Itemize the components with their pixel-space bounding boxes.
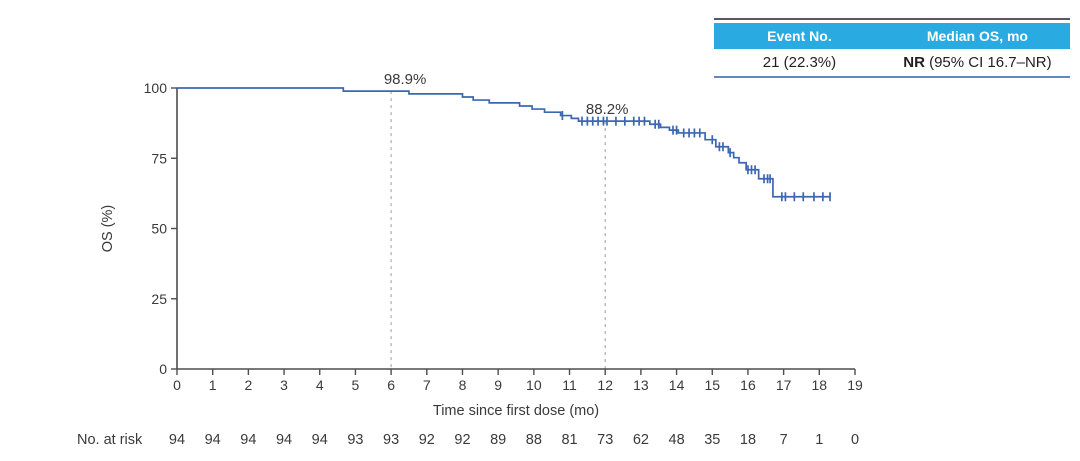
at-risk-value-4mo: 94	[312, 432, 328, 448]
os-summary-table-row: 21 (22.3%) NR (95% CI 16.7–NR)	[714, 49, 1070, 76]
at-risk-value-2mo: 94	[240, 432, 256, 448]
x-tick-label-2: 2	[244, 377, 252, 393]
event-no-header: Event No.	[767, 28, 832, 44]
at-risk-value-12mo: 73	[597, 432, 613, 448]
at-risk-value-11mo: 81	[561, 432, 577, 448]
os-survival-curve	[177, 87, 831, 198]
x-tick-label-10: 10	[526, 377, 542, 393]
x-tick-label-3: 3	[280, 377, 288, 393]
annotation-label-6mo: 98.9%	[384, 71, 427, 88]
x-tick-label-5: 5	[352, 377, 360, 393]
y-tick-label-0: 0	[159, 361, 167, 377]
x-tick-label-13: 13	[633, 377, 649, 393]
median-os-ci: (95% CI 16.7–NR)	[924, 54, 1052, 71]
at-risk-row-label: No. at risk	[77, 432, 143, 448]
at-risk-value-18mo: 1	[815, 432, 823, 448]
y-tick-label-50: 50	[151, 221, 167, 237]
at-risk-value-10mo: 88	[526, 432, 542, 448]
y-axis-title: OS (%)	[100, 205, 116, 253]
at-risk-value-8mo: 92	[454, 432, 470, 448]
annotation-label-12mo: 88.2%	[586, 101, 629, 118]
os-summary-table: Event No. Median OS, mo 21 (22.3%) NR (9…	[714, 18, 1070, 78]
y-tick-label-75: 75	[151, 150, 167, 166]
x-tick-label-9: 9	[494, 377, 502, 393]
x-tick-label-1: 1	[209, 377, 217, 393]
x-tick-label-6: 6	[387, 377, 395, 393]
y-tick-label-100: 100	[144, 80, 168, 96]
median-os-value: NR (95% CI 16.7–NR)	[885, 49, 1070, 76]
median-os-nr: NR	[903, 54, 925, 71]
median-os-header: Median OS, mo	[926, 28, 1028, 44]
x-tick-label-16: 16	[740, 377, 756, 393]
at-risk-value-5mo: 93	[347, 432, 363, 448]
x-tick-label-8: 8	[459, 377, 467, 393]
x-tick-label-4: 4	[316, 377, 324, 393]
at-risk-value-9mo: 89	[490, 432, 506, 448]
at-risk-value-3mo: 94	[276, 432, 292, 448]
at-risk-value-16mo: 18	[740, 432, 756, 448]
at-risk-value-1mo: 94	[205, 432, 221, 448]
x-tick-label-15: 15	[704, 377, 720, 393]
event-no-value: 21 (22.3%)	[762, 54, 837, 71]
x-tick-label-11: 11	[562, 377, 577, 393]
x-tick-label-12: 12	[597, 377, 613, 393]
x-tick-label-18: 18	[812, 377, 828, 393]
x-tick-label-0: 0	[173, 377, 181, 393]
x-tick-label-7: 7	[423, 377, 431, 393]
at-risk-value-7mo: 92	[419, 432, 435, 448]
at-risk-value-15mo: 35	[704, 432, 720, 448]
os-summary-table-header: Event No. Median OS, mo	[714, 23, 1070, 49]
at-risk-value-0mo: 94	[169, 432, 185, 448]
at-risk-value-6mo: 93	[383, 432, 399, 448]
at-risk-value-19mo: 0	[851, 432, 859, 448]
x-tick-label-17: 17	[776, 377, 792, 393]
at-risk-value-14mo: 48	[669, 432, 685, 448]
at-risk-value-13mo: 62	[633, 432, 649, 448]
at-risk-value-17mo: 7	[780, 432, 788, 448]
x-tick-label-19: 19	[847, 377, 863, 393]
y-tick-label-25: 25	[151, 291, 167, 307]
x-axis-title: Time since first dose (mo)	[433, 403, 599, 419]
x-tick-label-14: 14	[669, 377, 685, 393]
